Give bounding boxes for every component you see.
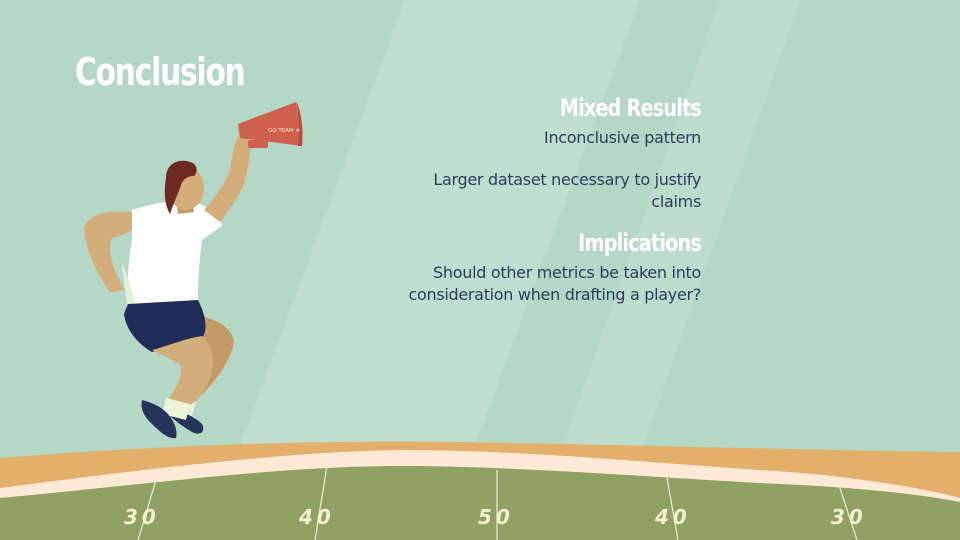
yard-line	[837, 481, 858, 540]
section-heading-mixed-results: Mixed Results	[559, 94, 702, 122]
section-text: Larger dataset necessary to justify clai…	[433, 170, 701, 211]
content-panel: Mixed Results Inconclusive pattern Large…	[381, 92, 702, 306]
yard-number: 30	[124, 505, 160, 529]
yard-number: 50	[478, 505, 514, 529]
page-title: Conclusion	[75, 50, 246, 94]
yard-line	[314, 465, 328, 540]
cheerleader-figure: GO TEAM ★	[84, 102, 303, 439]
yard-line	[666, 477, 679, 540]
yard-number: 40	[655, 505, 691, 529]
light-ray	[205, 0, 640, 540]
light-ray	[530, 0, 800, 540]
section-text: Should other metrics be taken into consi…	[408, 263, 702, 304]
yard-number: 40	[299, 505, 335, 529]
field-grass	[0, 466, 960, 540]
yard-number: 30	[831, 505, 867, 529]
yard-line	[137, 479, 157, 540]
section-heading-implications: Implications	[578, 229, 702, 257]
megaphone-icon	[238, 102, 302, 146]
section-text: Inconclusive pattern	[544, 128, 701, 147]
megaphone-label: GO TEAM ★	[268, 128, 300, 134]
